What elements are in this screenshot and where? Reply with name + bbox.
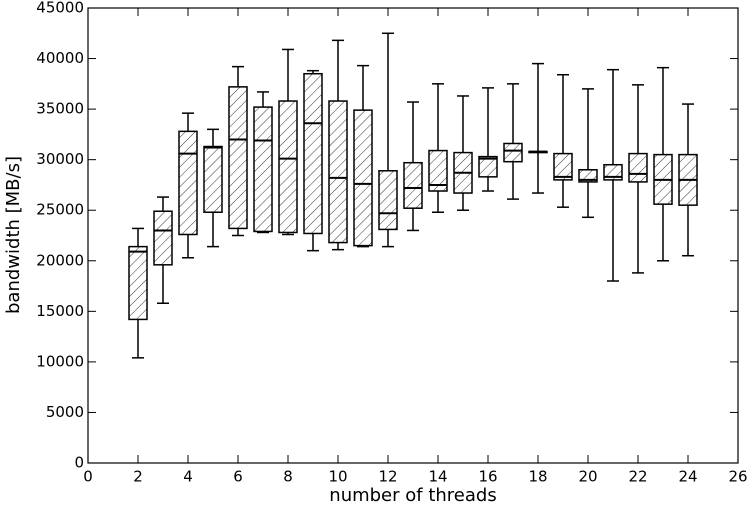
x-tick-label: 18 (528, 468, 547, 486)
x-tick-label: 2 (133, 468, 143, 486)
box (478, 155, 498, 178)
box (128, 245, 148, 321)
box (503, 142, 523, 163)
box (328, 100, 348, 244)
box (378, 170, 398, 231)
box (628, 152, 648, 183)
x-tick-label: 20 (578, 468, 597, 486)
box (178, 130, 198, 236)
y-axis-title: bandwidth [MB/s] (3, 156, 24, 314)
box (303, 72, 323, 235)
y-tick-label: 0 (74, 454, 84, 472)
y-tick-label: 10000 (36, 352, 84, 370)
y-tick-label: 15000 (36, 302, 84, 320)
y-tick-label: 25000 (36, 201, 84, 219)
y-tick-label: 30000 (36, 150, 84, 168)
x-tick-label: 12 (378, 468, 397, 486)
x-axis-title: number of threads (329, 485, 496, 506)
x-tick-label: 8 (283, 468, 293, 486)
y-tick-label: 45000 (36, 0, 84, 17)
box (278, 100, 298, 234)
box (228, 86, 248, 230)
box (578, 169, 598, 183)
plot-frame (87, 7, 739, 464)
x-tick-label: 16 (478, 468, 497, 486)
x-tick-label: 4 (183, 468, 193, 486)
x-tick-label: 22 (628, 468, 647, 486)
box (428, 149, 448, 192)
box (403, 161, 423, 209)
y-tick-label: 20000 (36, 251, 84, 269)
y-tick-label: 40000 (36, 49, 84, 67)
box (253, 106, 273, 233)
box (553, 152, 573, 181)
y-tick-label: 35000 (36, 100, 84, 118)
x-tick-label: 0 (83, 468, 93, 486)
y-tick-label: 5000 (46, 403, 84, 421)
x-tick-label: 24 (678, 468, 697, 486)
x-tick-label: 10 (328, 468, 347, 486)
x-tick-label: 26 (728, 468, 747, 486)
x-tick-label: 6 (233, 468, 243, 486)
box (353, 109, 373, 247)
box (203, 145, 223, 213)
box (153, 210, 173, 266)
x-tick-label: 14 (428, 468, 447, 486)
